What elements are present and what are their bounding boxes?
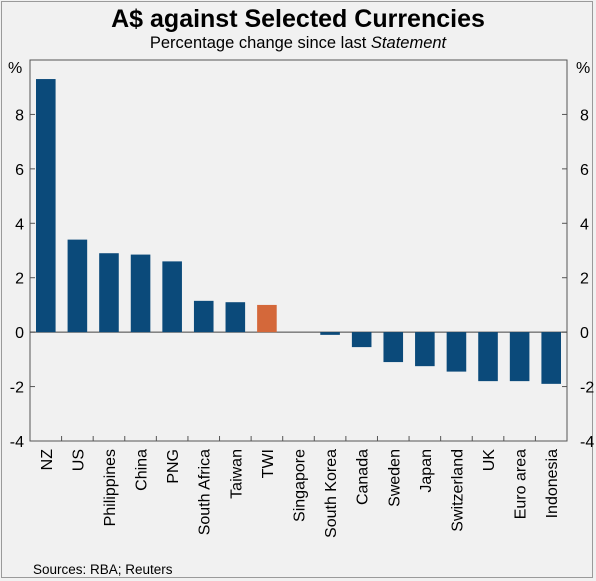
bar (225, 302, 246, 333)
x-tick-label: UK (481, 449, 498, 472)
bar (415, 332, 435, 367)
x-tick-label: Philippines (102, 449, 119, 526)
x-tick-label: PNG (165, 449, 182, 484)
bar (130, 254, 151, 333)
y-tick-label-left: 6 (15, 162, 24, 179)
x-tick-label: Singapore (292, 449, 309, 522)
bar (67, 239, 88, 333)
bar (541, 332, 561, 384)
bar (351, 332, 372, 348)
x-tick-label: Taiwan (228, 449, 245, 499)
bar (446, 332, 467, 372)
chart-subtitle: Percentage change since last Statement (0, 34, 596, 53)
x-tick-label: South Korea (323, 449, 340, 538)
y-tick-label-right: -4 (580, 434, 594, 451)
bar (162, 261, 182, 333)
bar (320, 332, 340, 335)
y-tick-label-left: 2 (15, 271, 24, 288)
y-tick-label-right: -2 (580, 380, 594, 397)
x-tick-label: China (134, 449, 151, 491)
x-tick-label: Canada (355, 449, 372, 505)
bar (257, 304, 277, 333)
y-tick-label-left: 4 (15, 216, 24, 233)
plot-border (29, 59, 568, 442)
subtitle-text: Percentage change since last (149, 34, 371, 52)
x-tick-label: Japan (418, 449, 435, 493)
x-tick-label: TWI (260, 449, 277, 478)
bar (99, 253, 119, 333)
bar (509, 332, 530, 382)
y-tick-label-right: 4 (580, 216, 589, 233)
bar (383, 332, 404, 363)
y-tick-label-right: 8 (580, 107, 589, 124)
source-note: Sources: RBA; Reuters (33, 562, 173, 577)
x-tick-label: Euro area (513, 449, 530, 519)
x-tick-label: Switzerland (449, 449, 466, 532)
y-unit-left: % (8, 60, 22, 77)
x-tick-label: Sweden (386, 449, 403, 507)
bar (478, 332, 498, 382)
subtitle-italic: Statement (370, 34, 447, 52)
y-tick-label-left: -2 (10, 380, 24, 397)
x-tick-label: Indonesia (544, 449, 561, 518)
y-tick-label-right: 2 (580, 271, 589, 288)
x-tick-label: South Africa (197, 449, 214, 535)
x-tick-label: NZ (39, 449, 56, 471)
y-tick-label-left: 8 (15, 107, 24, 124)
y-unit-right: % (576, 60, 590, 77)
chart-title: A$ against Selected Currencies (111, 5, 485, 33)
x-tick-label: US (70, 449, 87, 471)
y-tick-label-right: 6 (580, 162, 589, 179)
bar (36, 79, 56, 333)
plot-area: -4 -4 -2 -2 0 0 2 2 4 4 6 6 8 8 NZ US Philippines China PN… (10, 59, 594, 538)
y-tick-label-left: -4 (10, 434, 24, 451)
bar (193, 300, 214, 333)
y-tick-label-left: 0 (15, 325, 24, 342)
y-tick-label-right: 0 (580, 325, 589, 342)
